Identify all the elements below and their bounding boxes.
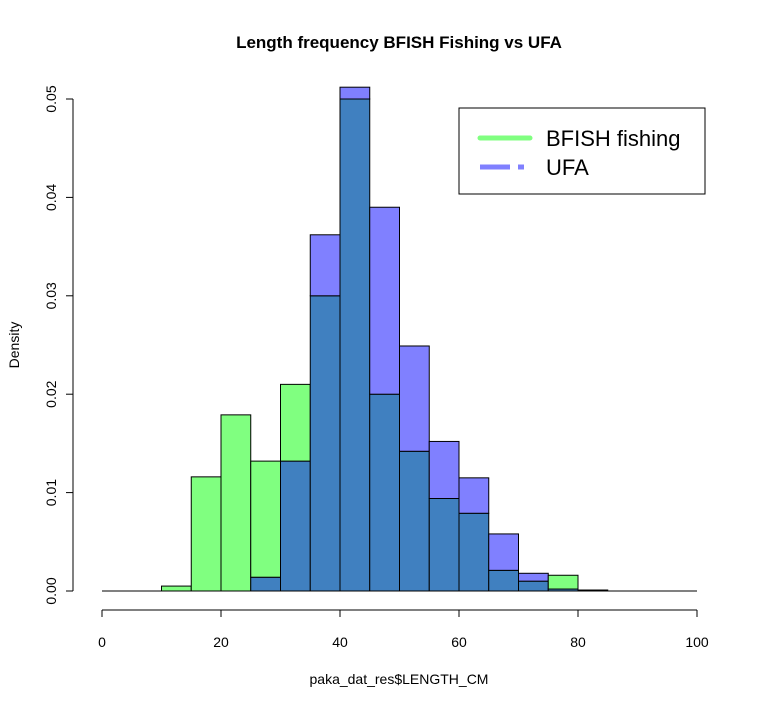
chart-title: Length frequency BFISH Fishing vs UFA <box>236 33 562 52</box>
bars-group <box>161 86 609 592</box>
x-tick-label: 0 <box>98 634 106 650</box>
x-axis: 0 20 40 60 80 100 <box>98 609 709 650</box>
y-tick-label: 0.03 <box>43 282 59 309</box>
bar-overlap <box>399 450 430 592</box>
y-tick-label: 0.04 <box>43 184 59 211</box>
x-tick-label: 60 <box>451 634 467 650</box>
y-axis-label: Density <box>6 322 22 369</box>
bar-overlap <box>339 98 371 592</box>
bar-ufa <box>369 206 400 395</box>
legend-box <box>458 107 706 195</box>
bar-bfish <box>547 574 579 590</box>
bar-bfish <box>190 476 222 592</box>
bar-overlap <box>488 569 519 592</box>
bar-ufa <box>518 572 549 582</box>
bar-bfish <box>161 585 192 592</box>
x-axis-label: paka_dat_res$LENGTH_CM <box>310 671 489 687</box>
bar-overlap <box>280 460 311 592</box>
bar-ufa <box>488 533 519 571</box>
legend-label-ufa: UFA <box>546 155 589 180</box>
legend: BFISH fishing UFA <box>458 107 706 195</box>
bar-ufa <box>309 234 341 297</box>
x-tick-label: 40 <box>332 634 348 650</box>
bar-ufa <box>458 477 490 514</box>
bar-ufa <box>428 440 460 500</box>
x-tick-label: 20 <box>213 634 229 650</box>
y-tick-label: 0.05 <box>43 85 59 112</box>
y-axis: 0.00 0.01 0.02 0.03 0.04 0.05 <box>43 85 74 605</box>
bar-bfish <box>280 383 311 462</box>
bar-overlap <box>458 512 490 592</box>
bar-overlap <box>518 580 549 592</box>
bar-overlap <box>250 576 281 592</box>
bar-bfish <box>250 460 281 578</box>
legend-label-bfish: BFISH fishing <box>546 126 681 151</box>
x-tick-label: 80 <box>570 634 586 650</box>
bar-ufa <box>399 345 430 452</box>
bar-bfish <box>220 414 252 592</box>
y-tick-label: 0.02 <box>43 380 59 407</box>
x-tick-label: 100 <box>685 634 709 650</box>
bar-ufa <box>339 86 371 100</box>
y-tick-label: 0.00 <box>43 577 59 604</box>
bar-overlap <box>309 295 341 592</box>
bar-overlap <box>369 393 400 592</box>
y-tick-label: 0.01 <box>43 479 59 506</box>
bar-overlap <box>428 498 460 592</box>
